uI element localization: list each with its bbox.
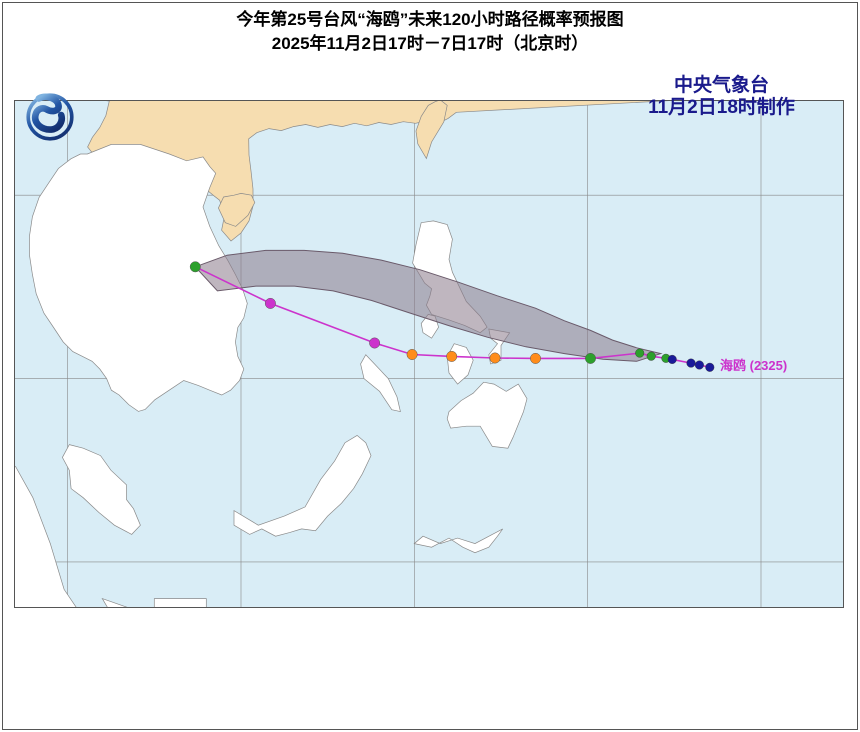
svg-text:海鸥 (2325): 海鸥 (2325) xyxy=(720,358,787,373)
